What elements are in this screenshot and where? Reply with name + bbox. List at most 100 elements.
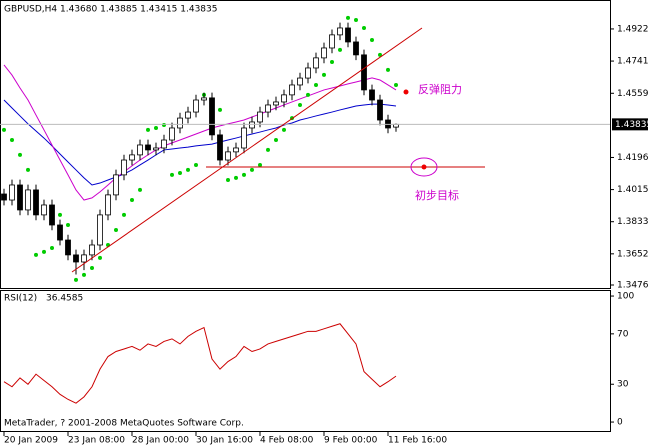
y-tick-label: 1.47410 xyxy=(617,57,648,67)
candle-body xyxy=(265,104,271,113)
sar-dot xyxy=(138,187,142,192)
sar-dot xyxy=(322,72,326,77)
sar-dot xyxy=(186,167,190,172)
y-tick-label: 0 xyxy=(617,418,623,428)
sar-dot xyxy=(218,107,222,112)
chart-title: GBPUSD,H4 1.43680 1.43885 1.43415 1.4383… xyxy=(4,5,217,15)
sar-dot xyxy=(354,18,358,23)
candle-body xyxy=(305,67,311,79)
candle-body xyxy=(249,121,255,129)
x-tick-label: 9 Feb 00:00 xyxy=(324,436,378,446)
sar-dot xyxy=(314,82,318,87)
candle-body xyxy=(217,134,223,161)
candle-body xyxy=(57,224,63,241)
candle-body xyxy=(25,189,31,211)
sar-dot xyxy=(178,170,182,175)
sar-dot xyxy=(266,147,270,152)
candle-body xyxy=(153,147,159,151)
sar-dot xyxy=(58,212,62,217)
candle-body xyxy=(81,254,87,263)
candle-body xyxy=(161,139,167,149)
sar-dot xyxy=(154,125,158,130)
x-tick-label: 23 Jan 08:00 xyxy=(68,436,125,446)
sar-dot xyxy=(50,245,54,250)
rsi-title: RSI(12) xyxy=(4,294,37,304)
target-dot xyxy=(421,164,427,170)
candle-body xyxy=(369,89,375,101)
candle-body xyxy=(65,239,71,256)
resistance-dot xyxy=(403,89,409,95)
candle-body xyxy=(321,47,327,59)
sar-dot xyxy=(10,138,14,143)
sar-dot xyxy=(338,47,342,52)
x-tick-label: 11 Feb 16:00 xyxy=(388,436,447,446)
x-tick-label: 30 Jan 16:00 xyxy=(196,436,253,446)
candle-body xyxy=(345,27,351,43)
sar-dot xyxy=(98,255,102,260)
candle-body xyxy=(281,94,287,103)
sar-dot xyxy=(274,138,278,143)
sar-dot xyxy=(122,212,126,217)
candle-body xyxy=(233,147,239,153)
candle-body xyxy=(137,144,143,156)
candle-body xyxy=(17,184,23,211)
candle-body xyxy=(289,84,295,96)
candle-body xyxy=(209,97,215,136)
target-ellipse xyxy=(410,157,438,177)
sar-dot xyxy=(42,249,46,254)
candle-body xyxy=(377,99,383,121)
x-tick-label: 4 Feb 08:00 xyxy=(260,436,314,446)
y-tick-label: 1.45590 xyxy=(617,89,648,99)
y-tick-label: 1.34760 xyxy=(617,280,648,290)
sar-dot xyxy=(346,15,350,20)
candle-body xyxy=(97,214,103,246)
candle-body xyxy=(89,244,95,256)
sar-dot xyxy=(242,172,246,177)
sar-dot xyxy=(114,227,118,232)
rsi-plot: 100 70 30 0 20 Jan 2009 23 Jan 08:00 28 Jan 00… xyxy=(3,292,634,446)
candle-body xyxy=(73,254,79,263)
moving-average xyxy=(3,99,397,186)
candle-body xyxy=(185,111,191,119)
sar-dot xyxy=(26,167,30,172)
y-tick-label: 1.38335 xyxy=(617,217,648,227)
sar-dot xyxy=(2,127,6,132)
rsi-panel xyxy=(0,290,611,432)
sar-dot xyxy=(370,38,374,43)
sar-dot xyxy=(226,178,230,183)
y-tick-label: 70 xyxy=(617,329,629,339)
x-tick-label: 28 Jan 00:00 xyxy=(132,436,189,446)
candle-body xyxy=(9,184,15,201)
sar-dot xyxy=(146,127,150,132)
sar-dot xyxy=(162,122,166,127)
candle-body xyxy=(337,27,343,36)
candle-body xyxy=(49,204,55,226)
candle-body xyxy=(201,97,207,101)
candle-body xyxy=(353,41,359,56)
candle-body xyxy=(1,193,7,201)
candle-body xyxy=(297,77,303,86)
y-tick-label: 1.49225 xyxy=(617,24,648,34)
footer: MetaTrader, ? 2001-2008 MetaQuotes Softw… xyxy=(4,419,244,429)
sar-dot xyxy=(66,222,70,227)
y-tick-label: 1.36520 xyxy=(617,249,648,259)
x-tick-label: 20 Jan 2009 xyxy=(4,436,58,446)
y-tick-label: 30 xyxy=(617,380,629,390)
candle-body xyxy=(33,189,39,216)
sar-dot xyxy=(298,102,302,107)
candle-body xyxy=(113,174,119,196)
sar-dot xyxy=(386,67,390,72)
sar-dot xyxy=(18,152,22,157)
rsi-line xyxy=(3,323,397,404)
trend-line xyxy=(71,27,423,273)
candle-body xyxy=(121,159,127,176)
candle-body xyxy=(41,204,47,216)
sar-dot xyxy=(394,82,398,87)
candle-body xyxy=(329,34,335,49)
sar-dot xyxy=(250,167,254,172)
y-tick-label: 1.40150 xyxy=(617,185,648,195)
sar-dot xyxy=(170,172,174,177)
sar-dot xyxy=(74,277,78,282)
candle-body xyxy=(105,194,111,216)
